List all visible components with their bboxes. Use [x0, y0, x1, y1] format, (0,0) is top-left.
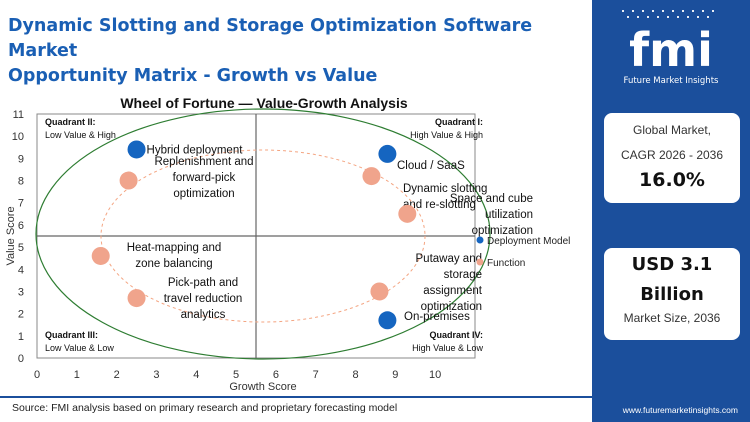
chart-title: Wheel of Fortune — Value-Growth Analysis	[120, 95, 408, 111]
point-label-line: assignment	[423, 285, 483, 297]
y-tick-label: 11	[13, 109, 24, 121]
deployment-point	[378, 311, 397, 330]
point-label: Pick-path and travel reduction analytics	[164, 277, 243, 321]
legend-marker	[476, 258, 484, 266]
deployment-point	[378, 144, 397, 163]
cagr-label-2: CAGR 2026 - 2036	[620, 148, 724, 162]
point-label-line: utilization	[485, 209, 533, 221]
point-label-line: Space and cube	[450, 193, 533, 205]
point-label-line: optimization	[421, 301, 482, 313]
point-label-line: optimization	[472, 225, 533, 237]
inner-wheel-ellipse	[100, 149, 426, 323]
market-size-label: Market Size, 2036	[623, 311, 721, 325]
logo-subtext: Future Market Insights	[623, 76, 719, 86]
site-url: www.futuremarketinsights.com	[622, 405, 738, 415]
point-label-line: storage	[444, 269, 482, 281]
point-label-line: On-premises	[404, 311, 470, 323]
x-tick-label: 2	[114, 369, 120, 381]
x-tick-label: 1	[74, 369, 80, 381]
point-label: Putaway and storage assignment optimization	[416, 253, 483, 313]
function-point	[119, 171, 138, 190]
function-point	[362, 167, 381, 186]
point-label: Replenishment and forward-pick optimizatio…	[154, 156, 253, 200]
y-tick-label: 2	[18, 309, 24, 321]
cagr-card: Global Market, CAGR 2026 - 2036 16.0%	[604, 113, 740, 203]
brand-panel: fmi Future Market Insights	[592, 0, 750, 422]
quadrant-desc-q1: High Value & High	[410, 130, 483, 140]
y-tick-label: 5	[18, 242, 24, 254]
legend-label: Deployment Model	[487, 236, 570, 247]
y-tick-label: 9	[18, 153, 24, 165]
x-tick-label: 8	[352, 369, 358, 381]
title-line-1: Dynamic Slotting and Storage Optimizatio…	[8, 16, 533, 61]
quadrant-title-q2: Quadrant II:	[45, 117, 96, 127]
function-point	[398, 204, 417, 223]
outer-wheel-ellipse	[35, 108, 491, 360]
market-size-card: USD 3.1 Billion Market Size, 2036	[604, 248, 740, 340]
point-label-line: forward-pick	[173, 172, 236, 184]
y-axis-label: Value Score	[5, 206, 17, 265]
title-line-2: Opportunity Matrix - Growth vs Value	[8, 66, 378, 86]
x-tick-label: 10	[429, 369, 441, 381]
y-tick-label: 7	[18, 198, 24, 210]
point-label-line: Pick-path and	[168, 277, 238, 289]
point-label-line: Putaway and	[416, 253, 483, 265]
x-tick-label: 9	[392, 369, 398, 381]
point-label-line: travel reduction	[164, 293, 243, 305]
point-label: Space and cube utilization optimization	[450, 193, 533, 237]
cagr-label-1: Global Market,	[632, 123, 712, 137]
x-tick-label: 4	[193, 369, 199, 381]
y-tick-label: 8	[18, 176, 24, 188]
quadrant-desc-q2: Low Value & High	[45, 130, 116, 140]
legend-marker	[476, 236, 484, 244]
y-tick-label: 4	[18, 264, 24, 276]
point-label-line: Hybrid deployment	[147, 144, 244, 156]
cagr-value: 16.0%	[639, 169, 705, 191]
point-label-line: Replenishment and	[154, 156, 253, 168]
page-title: Dynamic Slotting and Storage Optimizatio…	[8, 14, 568, 89]
point-label-line: optimization	[173, 188, 234, 200]
logo-text: fmi	[629, 23, 713, 77]
quadrant-title-q3: Quadrant III:	[45, 330, 98, 340]
y-tick-label: 3	[18, 286, 24, 298]
legend-label: Function	[487, 258, 525, 269]
x-tick-label: 7	[313, 369, 319, 381]
quadrant-title-q1: Quadrant I:	[435, 117, 483, 127]
point-label: Hybrid deployment	[147, 144, 244, 156]
fmi-logo: fmi	[622, 10, 714, 77]
point-label: Dynamic slotting and re-slotting	[403, 183, 487, 211]
x-tick-label: 6	[273, 369, 279, 381]
point-label: Cloud / SaaS	[397, 160, 465, 172]
point-label-line: analytics	[181, 309, 226, 321]
point-label: Heat-mapping and zone balancing	[127, 242, 222, 270]
market-size-value-2: Billion	[640, 284, 704, 305]
y-tick-label: 6	[18, 220, 24, 232]
point-label: On-premises	[404, 311, 470, 323]
point-label-line: Dynamic slotting	[403, 183, 487, 195]
deployment-point	[127, 140, 146, 159]
point-label-line: and re-slotting	[403, 199, 476, 211]
y-tick-label: 1	[18, 331, 24, 343]
point-label-line: zone balancing	[135, 258, 212, 270]
y-tick-label: 0	[18, 353, 24, 365]
function-point	[370, 282, 389, 301]
x-axis-label: Growth Score	[229, 381, 296, 393]
y-tick-label: 10	[12, 131, 24, 143]
x-tick-label: 3	[153, 369, 159, 381]
function-point	[127, 289, 146, 308]
function-point	[91, 246, 110, 265]
x-tick-label: 5	[233, 369, 239, 381]
opportunity-matrix-chart: Wheel of Fortune — Value-Growth Analysis…	[5, 95, 570, 393]
quadrant-desc-q3: Low Value & Low	[45, 343, 114, 353]
quadrant-title-q4: Quadrant IV:	[429, 330, 483, 340]
source-note: Source: FMI analysis based on primary re…	[8, 402, 402, 414]
point-label-line: Heat-mapping and	[127, 242, 222, 254]
quadrant-desc-q4: High Value & Low	[412, 343, 483, 353]
point-label-line: Cloud / SaaS	[397, 160, 465, 172]
market-size-value-1: USD 3.1	[631, 254, 713, 275]
x-tick-label: 0	[34, 369, 40, 381]
